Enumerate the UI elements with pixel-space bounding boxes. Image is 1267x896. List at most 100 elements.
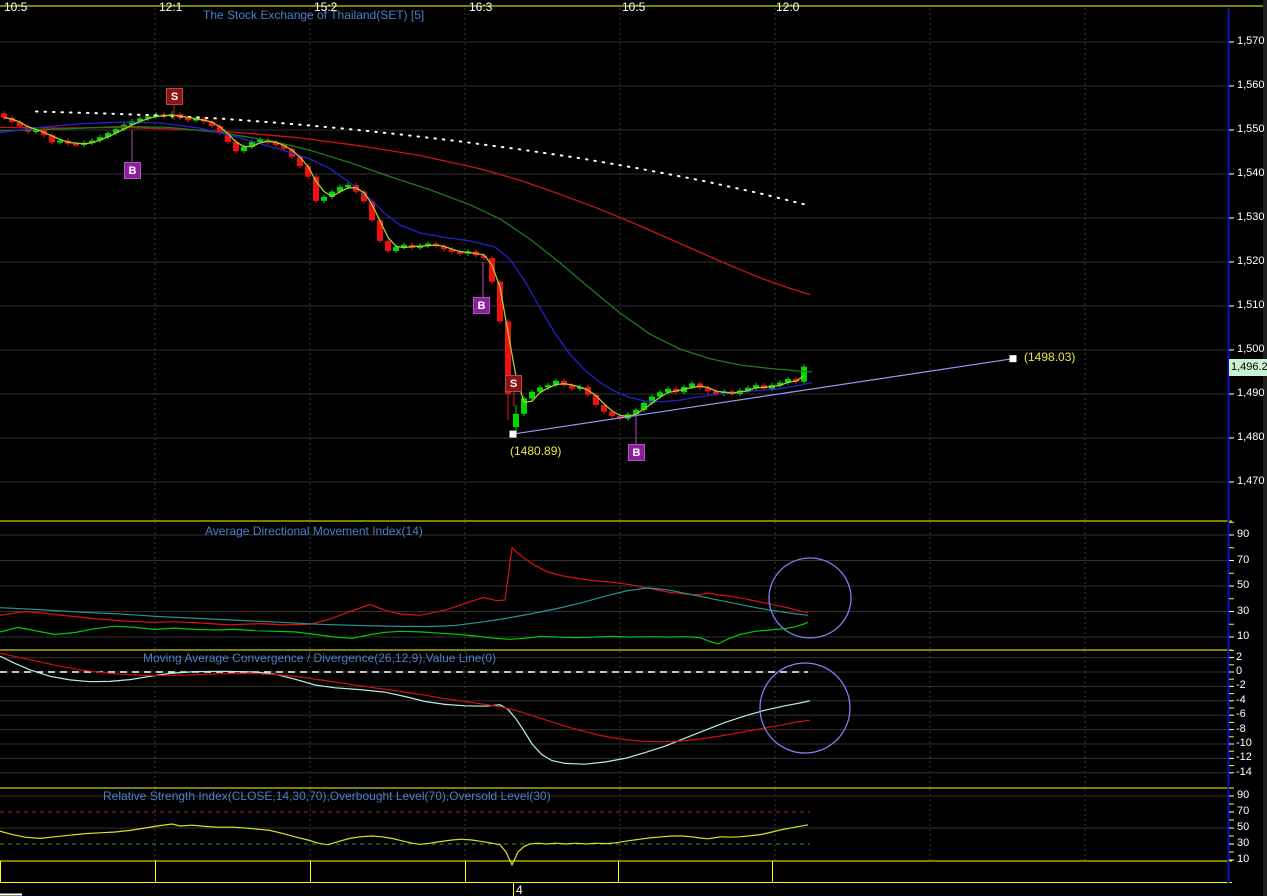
candle-down [49, 135, 55, 143]
candle-down [9, 117, 15, 123]
price-axis-label: 1,470 [1237, 475, 1265, 487]
ma-red [0, 126, 811, 296]
macd-axis-label: -12 [1236, 751, 1252, 764]
candle-down [489, 258, 495, 282]
price-axis-label: 1,490 [1237, 387, 1265, 399]
time-axis-label: 12:1 [159, 0, 183, 14]
candle-up [537, 387, 543, 392]
candle-down [233, 141, 239, 152]
ma-green-slow [0, 125, 813, 373]
candle-up [249, 141, 255, 147]
ma-green-fast [3, 114, 805, 417]
candle-down [713, 391, 719, 394]
candle-up [785, 379, 791, 383]
candle-up [33, 130, 39, 132]
macd-axis-label: -2 [1236, 679, 1246, 692]
candle-down [481, 255, 487, 259]
candle-down [593, 394, 599, 405]
adx-axis-label: 90 [1237, 528, 1250, 540]
adx-panel-title: Average Directional Movement Index(14) [205, 524, 423, 538]
candle-down [377, 220, 383, 241]
time-axis-label: 16:3 [469, 0, 493, 14]
candle-up [545, 385, 551, 388]
price-axis-label: 1,510 [1237, 299, 1265, 311]
rsi-line [0, 823, 809, 867]
time-axis-label: 12:0 [776, 0, 800, 14]
candle-up [257, 139, 263, 142]
sell-signal-marker[interactable]: S [166, 88, 183, 105]
candle-down [209, 121, 215, 127]
candle-down [385, 240, 391, 251]
candle-up [801, 366, 807, 382]
candle-up [393, 247, 399, 251]
ma-blue [0, 121, 813, 403]
candle-up [641, 402, 647, 410]
ma-dotted-white [35, 110, 811, 207]
candle-up [777, 382, 783, 386]
candle-down [225, 133, 231, 142]
rsi-axis-label: 70 [1237, 805, 1250, 817]
candle-down [601, 405, 607, 412]
last-price-badge: 1,496.2 [1229, 358, 1267, 376]
highlight-circle[interactable] [759, 662, 851, 754]
macd-axis-label: -14 [1236, 765, 1252, 778]
candle-down [1, 113, 7, 118]
candle-up [633, 409, 639, 415]
price-axis-label: 1,540 [1237, 167, 1265, 179]
price-axis-label: 1,480 [1237, 431, 1265, 443]
candle-up [577, 386, 583, 389]
candle-down [569, 385, 575, 389]
candle-down [369, 201, 375, 221]
macd-axis-label: -4 [1236, 693, 1246, 706]
highlight-circle[interactable] [768, 557, 852, 639]
trendline[interactable] [512, 358, 1014, 435]
trendline-start-label: (1480.89) [510, 444, 562, 458]
candle-up [689, 383, 695, 387]
candle-down [305, 166, 311, 177]
candle-up [529, 391, 535, 399]
rsi-axis-label: 50 [1237, 821, 1250, 833]
adx-axis-label: 10 [1237, 630, 1250, 642]
candle-up [57, 140, 63, 143]
rsi-axis-label: 90 [1237, 789, 1250, 801]
price-axis-label: 1,570 [1237, 35, 1265, 47]
candle-up [113, 129, 119, 134]
candle-up [657, 392, 663, 397]
candle-up [337, 186, 343, 192]
adx-axis-label: 70 [1237, 553, 1250, 566]
time-axis-label: 10:5 [622, 0, 646, 14]
candle-down [217, 126, 223, 134]
candle-down [281, 144, 287, 149]
price-axis-label: 1,550 [1237, 123, 1265, 135]
candle-down [449, 249, 455, 252]
candle-down [73, 143, 79, 146]
candle-down [705, 387, 711, 392]
buy-signal-marker[interactable]: B [124, 162, 141, 179]
candle-down [561, 380, 567, 386]
candle-up [649, 396, 655, 403]
candle-up [665, 388, 671, 393]
candle-up [321, 196, 327, 201]
macd-signal-line [0, 652, 811, 743]
candle-up [753, 385, 759, 388]
adx-teal-line [0, 587, 809, 628]
price-axis-label: 1,500 [1237, 343, 1265, 355]
candle-up [241, 146, 247, 152]
candle-up [329, 191, 335, 197]
candle-up [513, 413, 519, 427]
rsi-panel-title: Relative Strength Index(CLOSE,14,30,70),… [103, 789, 551, 803]
candle-up [137, 118, 143, 122]
buy-signal-marker[interactable]: B [473, 297, 490, 314]
buy-signal-marker[interactable]: B [628, 444, 645, 461]
price-axis-label: 1,530 [1237, 211, 1265, 223]
time-axis-label: 10:5 [4, 0, 28, 14]
trendline-handle[interactable] [509, 430, 517, 438]
candle-up [345, 185, 351, 187]
window-right-edge [1263, 0, 1267, 896]
candle-down [185, 117, 191, 121]
adx-axis-label: 50 [1237, 579, 1250, 591]
trendline-handle[interactable] [1009, 355, 1017, 363]
sell-signal-marker[interactable]: S [505, 375, 522, 392]
